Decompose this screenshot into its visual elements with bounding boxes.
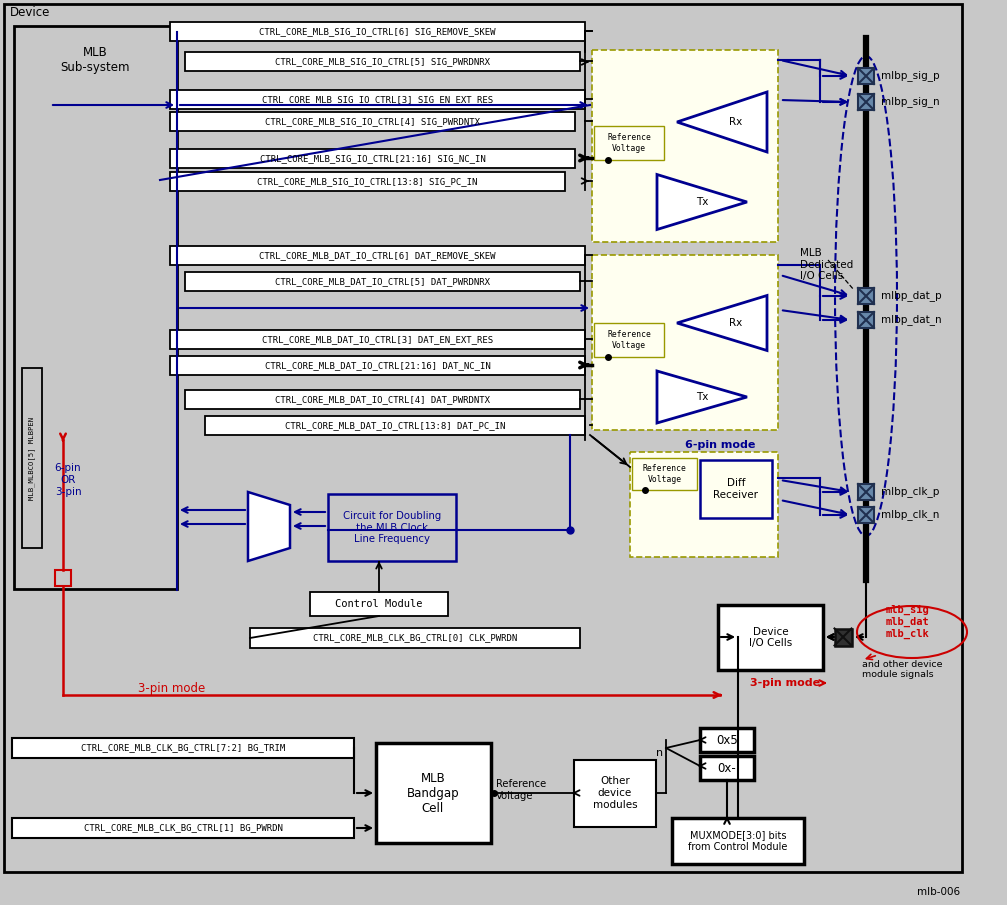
Text: mlb_sig
mlb_dat
mlb_clk: mlb_sig mlb_dat mlb_clk: [886, 605, 929, 639]
Text: 6-pin
OR
3-pin: 6-pin OR 3-pin: [54, 463, 82, 497]
Polygon shape: [677, 296, 767, 350]
Polygon shape: [248, 492, 290, 561]
Bar: [700, 756, 754, 780]
Polygon shape: [657, 371, 747, 423]
Bar: [185, 272, 580, 291]
Bar: [858, 484, 874, 500]
Bar: [12, 818, 354, 838]
Text: Device
I/O Cells: Device I/O Cells: [749, 626, 793, 648]
Bar: [858, 68, 874, 84]
Bar: [170, 246, 585, 265]
Text: CTRL_CORE_MLB_SIG_IO_CTRL[4] SIG_PWRDNTX: CTRL_CORE_MLB_SIG_IO_CTRL[4] SIG_PWRDNTX: [265, 117, 480, 126]
Bar: [14, 26, 177, 589]
Polygon shape: [677, 92, 767, 152]
Text: mlbp_dat_n: mlbp_dat_n: [881, 315, 942, 326]
Text: and other device
module signals: and other device module signals: [862, 660, 943, 680]
Text: CTRL_CORE_MLB_DAT_IO_CTRL[6] DAT_REMOVE_SKEW: CTRL_CORE_MLB_DAT_IO_CTRL[6] DAT_REMOVE_…: [259, 251, 495, 260]
Text: mlbp_sig_p: mlbp_sig_p: [881, 71, 940, 81]
Text: CTRL_CORE_MLB_DAT_IO_CTRL[3] DAT_EN_EXT_RES: CTRL_CORE_MLB_DAT_IO_CTRL[3] DAT_EN_EXT_…: [262, 335, 493, 344]
Bar: [630, 452, 778, 557]
Bar: [170, 356, 585, 375]
Text: 3-pin mode: 3-pin mode: [138, 681, 205, 694]
Bar: [250, 628, 580, 648]
Bar: [170, 112, 575, 131]
Bar: [700, 728, 754, 752]
Bar: [858, 507, 874, 523]
Bar: [700, 460, 772, 518]
Text: Rx: Rx: [729, 318, 742, 328]
Bar: [205, 416, 585, 435]
Bar: [170, 149, 575, 168]
Text: CTRL_CORE_MLB_CLK_BG_CTRL[7:2] BG_TRIM: CTRL_CORE_MLB_CLK_BG_CTRL[7:2] BG_TRIM: [81, 744, 285, 752]
Text: CTRL_CORE_MLB_CLK_BG_CTRL[1] BG_PWRDN: CTRL_CORE_MLB_CLK_BG_CTRL[1] BG_PWRDN: [84, 824, 282, 833]
Text: Diff
Receiver: Diff Receiver: [714, 478, 758, 500]
Bar: [858, 288, 874, 304]
Bar: [170, 90, 585, 109]
Text: MLB
Sub-system: MLB Sub-system: [60, 46, 130, 74]
Bar: [12, 738, 354, 758]
Bar: [835, 628, 852, 645]
Text: CTRL_CORE_MLB_CLK_BG_CTRL[0] CLK_PWRDN: CTRL_CORE_MLB_CLK_BG_CTRL[0] CLK_PWRDN: [313, 634, 518, 643]
Bar: [718, 605, 823, 670]
Bar: [858, 94, 874, 110]
Text: mlb-006: mlb-006: [917, 887, 960, 897]
Bar: [185, 52, 580, 71]
Bar: [170, 172, 565, 191]
Text: CTRL_CORE_MLB_SIG_IO_CTRL[13:8] SIG_PC_IN: CTRL_CORE_MLB_SIG_IO_CTRL[13:8] SIG_PC_I…: [258, 177, 477, 186]
Text: mlbp_dat_p: mlbp_dat_p: [881, 291, 942, 301]
Text: CTRL_CORE_MLB_SIG_IO_CTRL[3] SIG_EN_EXT_RES: CTRL_CORE_MLB_SIG_IO_CTRL[3] SIG_EN_EXT_…: [262, 95, 493, 104]
Text: 3-pin mode: 3-pin mode: [750, 678, 820, 688]
Text: CTRL_CORE_MLB_SIG_IO_CTRL[6] SIG_REMOVE_SKEW: CTRL_CORE_MLB_SIG_IO_CTRL[6] SIG_REMOVE_…: [259, 27, 495, 36]
Bar: [594, 126, 664, 160]
Bar: [55, 570, 71, 586]
Text: MLB
Bandgap
Cell: MLB Bandgap Cell: [407, 771, 459, 814]
Bar: [632, 458, 697, 490]
Text: mlbp_sig_n: mlbp_sig_n: [881, 97, 940, 108]
Polygon shape: [657, 175, 747, 230]
Text: Reference
Voltage: Reference Voltage: [642, 464, 687, 483]
Text: Other
device
modules: Other device modules: [593, 776, 637, 810]
Text: Reference
Voltage: Reference Voltage: [607, 330, 651, 349]
Bar: [594, 323, 664, 357]
Text: MLB
Dedicated
I/O Cells: MLB Dedicated I/O Cells: [800, 248, 853, 281]
Bar: [376, 743, 491, 843]
Text: n: n: [656, 748, 663, 758]
Text: Reference
Voltage: Reference Voltage: [607, 133, 651, 153]
Bar: [592, 255, 778, 430]
Bar: [185, 390, 580, 409]
Bar: [858, 312, 874, 328]
Bar: [310, 592, 448, 616]
Text: CTRL_CORE_MLB_DAT_IO_CTRL[5] DAT_PWRDNRX: CTRL_CORE_MLB_DAT_IO_CTRL[5] DAT_PWRDNRX: [275, 277, 490, 286]
Bar: [592, 50, 778, 242]
Bar: [22, 368, 42, 548]
Text: Tx: Tx: [696, 197, 708, 207]
Text: 0x-: 0x-: [718, 761, 736, 775]
Text: MLB_MLBCO[5] MLBPEN: MLB_MLBCO[5] MLBPEN: [28, 416, 35, 500]
Text: CTRL_CORE_MLB_SIG_IO_CTRL[5] SIG_PWRDNRX: CTRL_CORE_MLB_SIG_IO_CTRL[5] SIG_PWRDNRX: [275, 57, 490, 66]
Text: Circuit for Doubling
the MLB Clock
Line Frequency: Circuit for Doubling the MLB Clock Line …: [342, 511, 441, 544]
Text: Control Module: Control Module: [335, 599, 423, 609]
Bar: [328, 494, 456, 561]
Text: CTRL_CORE_MLB_DAT_IO_CTRL[21:16] DAT_NC_IN: CTRL_CORE_MLB_DAT_IO_CTRL[21:16] DAT_NC_…: [265, 361, 490, 370]
Bar: [574, 760, 656, 827]
Text: 6-pin mode: 6-pin mode: [685, 440, 755, 450]
Text: CTRL_CORE_MLB_DAT_IO_CTRL[4] DAT_PWRDNTX: CTRL_CORE_MLB_DAT_IO_CTRL[4] DAT_PWRDNTX: [275, 395, 490, 404]
Bar: [672, 818, 804, 864]
Bar: [170, 330, 585, 349]
Text: Device: Device: [10, 6, 50, 19]
Text: Reference
Voltage: Reference Voltage: [496, 779, 546, 801]
Text: Tx: Tx: [696, 392, 708, 402]
Text: CTRL_CORE_MLB_SIG_IO_CTRL[21:16] SIG_NC_IN: CTRL_CORE_MLB_SIG_IO_CTRL[21:16] SIG_NC_…: [260, 154, 485, 163]
Text: 0x5: 0x5: [716, 733, 738, 747]
Bar: [170, 22, 585, 41]
Text: CTRL_CORE_MLB_DAT_IO_CTRL[13:8] DAT_PC_IN: CTRL_CORE_MLB_DAT_IO_CTRL[13:8] DAT_PC_I…: [285, 421, 506, 430]
Text: Rx: Rx: [729, 117, 742, 127]
Text: mlbp_clk_p: mlbp_clk_p: [881, 487, 940, 498]
Text: MUXMODE[3:0] bits
from Control Module: MUXMODE[3:0] bits from Control Module: [689, 830, 787, 852]
Text: mlbp_clk_n: mlbp_clk_n: [881, 510, 940, 520]
